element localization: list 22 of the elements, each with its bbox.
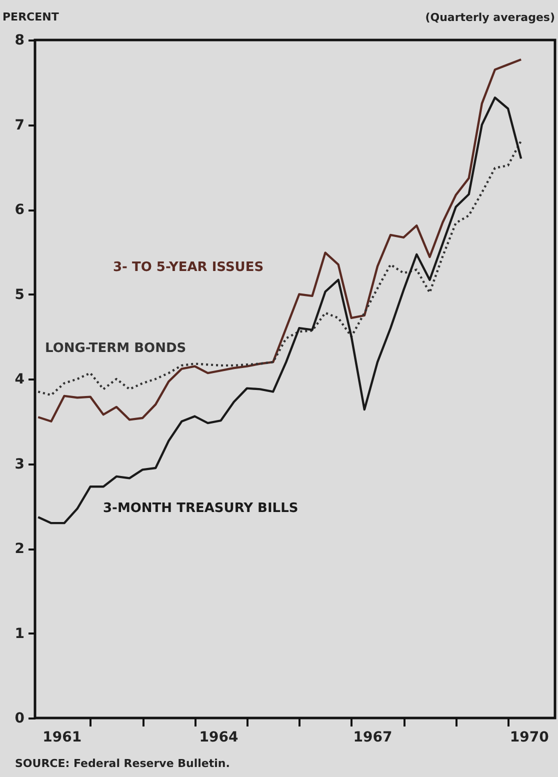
x-tick-label: 1961 [42,730,82,746]
chart-subtitle: (Quarterly averages) [425,11,555,24]
source-note: SOURCE: Federal Reserve Bulletin. [15,757,230,770]
x-tick-label: 1967 [353,730,392,746]
y-axis-title: PERCENT [2,10,60,24]
y-tick-label: 4 [14,372,25,388]
x-tick-label: 1970 [510,730,550,746]
line-series [37,58,522,422]
y-tick-label: 5 [14,286,24,303]
series-label: 3-MONTH TREASURY BILLS [103,501,298,516]
y-tick-label: 7 [14,117,24,134]
y-tick-label: 8 [14,32,24,48]
text: 3- TO 5-YEAR ISSUES [113,260,264,275]
y-tick-label: 1 [14,626,24,642]
line-series [37,140,522,396]
line-series [37,96,522,524]
y-tick-label: 3 [14,456,24,472]
y-tick-label: 6 [14,202,24,218]
y-tick-label: 0 [14,710,25,726]
series-label: LONG-TERM BONDS [45,341,186,356]
y-tick-label: 2 [14,541,24,557]
x-tick-label: 1964 [199,730,238,746]
